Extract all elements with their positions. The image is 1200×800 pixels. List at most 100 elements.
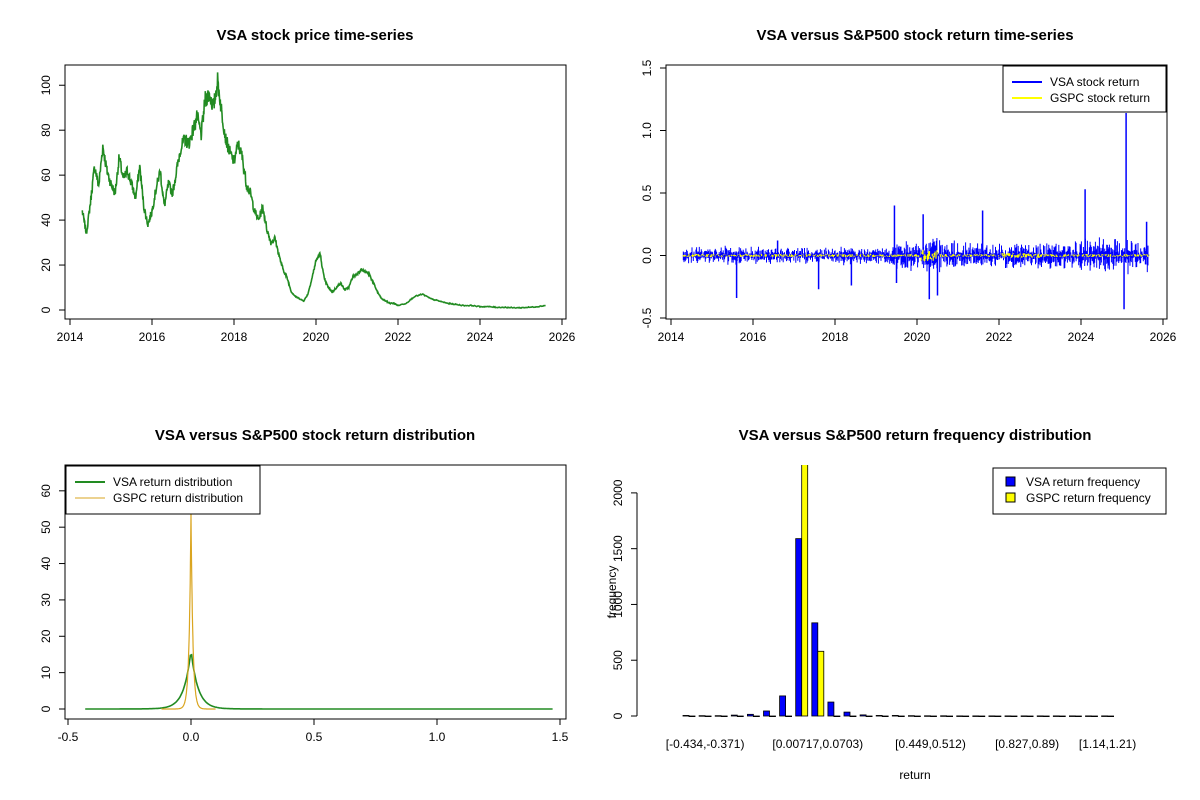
- bar-vsa: [988, 715, 996, 717]
- bar-vsa: [1101, 715, 1108, 717]
- bar-vsa: [1036, 715, 1044, 717]
- x-tick-label: [0.00717,0.0703): [772, 737, 863, 751]
- legend: VSA return frequency GSPC return frequen…: [992, 467, 1167, 515]
- legend-label-vsa: VSA return distribution: [113, 475, 232, 489]
- panel-frequency-distribution: VSA versus S&P500 return frequency distr…: [605, 427, 1167, 782]
- legend-box: [1002, 65, 1167, 113]
- legend-swatch-vsa: [1005, 476, 1016, 487]
- plot-frame: [64, 64, 567, 320]
- bar-vsa: [714, 715, 722, 717]
- y-tick-label: 0: [39, 306, 53, 313]
- legend-box: [65, 465, 261, 515]
- legend-label-gspc: GSPC return frequency: [1026, 491, 1151, 505]
- bar-gspc: [1058, 715, 1066, 718]
- panel-price-timeseries: VSA stock price time-series 2014 2016 2018…: [39, 27, 576, 344]
- x-tick-label: 2014: [57, 330, 84, 344]
- bar-gspc: [897, 715, 905, 718]
- legend-label-vsa: VSA return frequency: [1026, 475, 1140, 489]
- bar-vsa: [843, 711, 851, 717]
- y-tick-label: 500: [611, 650, 625, 670]
- chart-title: VSA versus S&P500 stock return distribut…: [155, 427, 475, 444]
- bar-gspc: [930, 715, 937, 718]
- y-tick-label: 100: [39, 75, 53, 95]
- bar-vsa: [972, 715, 980, 717]
- bar-gspc: [962, 715, 970, 718]
- x-axis-label: return: [899, 768, 930, 782]
- y-tick-label: 0: [39, 705, 53, 712]
- x-tick-label: 2026: [1150, 330, 1177, 344]
- y-tick-label: 2000: [611, 479, 625, 506]
- bar-vsa: [1085, 715, 1092, 717]
- bar-gspc: [978, 715, 986, 718]
- x-tick-label: -0.5: [58, 730, 79, 744]
- bar-group: [682, 465, 1114, 718]
- x-tick-label: 1.0: [429, 730, 446, 744]
- x-tick-label: 2018: [221, 330, 248, 344]
- chart-title: VSA stock price time-series: [216, 27, 413, 44]
- panel-return-distribution: VSA versus S&P500 stock return distribut…: [39, 427, 569, 744]
- bar-gspc: [688, 715, 696, 718]
- bar-vsa: [924, 715, 931, 717]
- bar-gspc: [914, 715, 921, 718]
- y-tick-label: 60: [39, 168, 53, 182]
- bar-vsa: [956, 715, 964, 717]
- bar-vsa: [1069, 715, 1076, 717]
- bar-vsa: [875, 715, 883, 717]
- bar-gspc: [881, 715, 889, 718]
- x-tick-label: 1.5: [552, 730, 569, 744]
- bar-gspc: [1026, 715, 1034, 718]
- bar-vsa: [811, 622, 819, 717]
- x-tick-label: 2020: [303, 330, 330, 344]
- y-tick-label: 0.5: [640, 184, 654, 201]
- bar-vsa: [1004, 715, 1012, 717]
- x-tick-label: 2022: [385, 330, 412, 344]
- y-tick-label: 10: [39, 666, 53, 680]
- bar-vsa: [763, 710, 770, 717]
- bar-vsa: [908, 715, 915, 717]
- bar-vsa: [827, 701, 835, 717]
- x-tick-label: [-0.434,-0.371): [666, 737, 745, 751]
- bar-gspc: [865, 715, 873, 718]
- y-tick-label: 20: [39, 629, 53, 643]
- y-tick-label: 40: [39, 213, 53, 227]
- bar-vsa: [1020, 715, 1028, 717]
- x-tick-label: 2022: [986, 330, 1013, 344]
- x-tick-label: [0.827,0.89): [995, 737, 1059, 751]
- chart-title: VSA versus S&P500 return frequency distr…: [739, 427, 1092, 444]
- y-tick-label: 60: [39, 484, 53, 498]
- y-tick-label: -0.5: [640, 307, 654, 328]
- bar-vsa: [779, 695, 786, 717]
- legend: VSA return distribution GSPC return dist…: [65, 465, 261, 515]
- bar-vsa: [1052, 715, 1060, 717]
- legend-label-gspc: GSPC stock return: [1050, 91, 1150, 105]
- bar-vsa: [891, 715, 899, 717]
- bar-gspc: [1075, 715, 1082, 718]
- bar-gspc: [720, 715, 728, 718]
- legend-label-vsa: VSA stock return: [1050, 75, 1139, 89]
- x-tick-label: 2016: [740, 330, 767, 344]
- bar-gspc: [1107, 715, 1114, 718]
- bar-gspc: [1091, 715, 1098, 718]
- bar-vsa: [795, 538, 803, 717]
- bar-gspc: [736, 715, 744, 718]
- bar-gspc: [817, 650, 825, 717]
- x-tick-label: [0.449,0.512): [895, 737, 966, 751]
- y-tick-label: 1.5: [640, 59, 654, 76]
- bar-gspc: [833, 715, 841, 718]
- y-tick-label: 20: [39, 258, 53, 272]
- bar-gspc: [801, 465, 809, 717]
- y-tick-label: 80: [39, 123, 53, 137]
- y-tick-label: 1500: [611, 535, 625, 562]
- density-line-gspc: [161, 513, 216, 710]
- bar-gspc: [1010, 715, 1018, 718]
- panel-return-timeseries: VSA versus S&P500 stock return time-seri…: [640, 27, 1177, 344]
- y-tick-label: 50: [39, 520, 53, 534]
- series-gspc-return: [682, 249, 1150, 262]
- series-line-vsa-price: [81, 72, 546, 310]
- bar-vsa: [682, 715, 690, 717]
- chart-title: VSA versus S&P500 stock return time-seri…: [756, 27, 1073, 44]
- density-line-vsa: [85, 653, 553, 710]
- bar-gspc: [849, 715, 857, 718]
- x-tick-label: 2014: [658, 330, 685, 344]
